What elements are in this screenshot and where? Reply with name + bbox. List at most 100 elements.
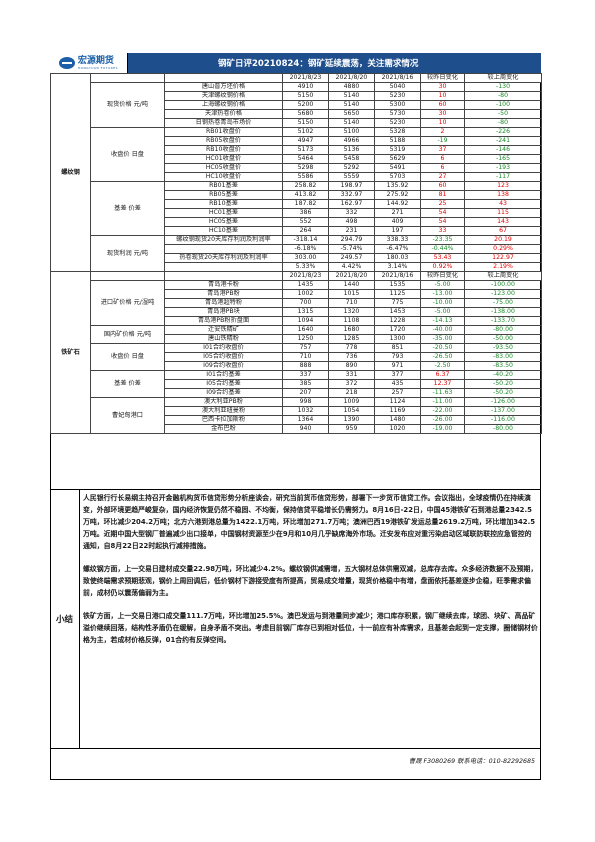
change-weekly-cell: -165 [464,154,542,164]
header-blank [164,73,283,83]
row-label: 金布巴粉 [164,424,283,434]
row-label: RB10收盘价 [164,145,283,155]
value-cell: 5328 [374,127,421,137]
category-label-iron_ore: 铁矿石 [50,271,91,434]
table-row: RB10基差 187.82 162.97 144.92 25 43 [51,199,542,209]
value-cell: 5292 [328,163,375,173]
value-cell: 1440 [328,280,375,290]
summary-label: 小结 [50,490,80,748]
change-daily-cell: -5.00 [420,280,465,290]
change-weekly-cell: 143 [464,217,542,227]
change-weekly-cell: -80.00 [464,325,542,335]
value-cell: 775 [374,298,421,308]
table-row: 进口矿价格 元/湿吨 青岛港卡粉 1435 1440 1535 -5.00 -100.00 [51,280,542,326]
change-weekly-cell: -83.50 [464,361,542,371]
table-row: 金布巴粉 940 959 1020 -19.00 -80.00 [51,424,542,434]
report-header: 宏源期货 HONGYUAN FUTURES 钢矿日评20210824：钢矿延续震… [50,53,541,73]
value-cell: 5491 [374,163,421,173]
value-cell: 180.03 [374,253,421,263]
value-cell: 940 [282,424,329,434]
change-daily-cell: -10.00 [420,298,465,308]
value-cell: 1640 [282,325,329,335]
value-cell: 1364 [282,415,329,425]
value-cell: 851 [374,343,421,353]
value-cell: 294.79 [328,235,375,245]
change-weekly-cell: -193 [464,163,542,173]
value-cell: 5140 [328,91,375,101]
change-weekly-cell: -80.00 [464,424,542,434]
row-label: RB05收盘价 [164,136,283,146]
value-cell: 971 [374,361,421,371]
change-weekly-cell: 67 [464,226,542,236]
row-label: HC05收盘价 [164,163,283,173]
column-header: 较上周变化 [464,271,542,281]
row-label: I09合约基差 [164,388,283,398]
value-cell: 386 [282,208,329,218]
value-cell: 4.42% [328,262,375,272]
change-daily-cell: 6.37 [420,370,465,380]
change-weekly-cell: -137.00 [464,406,542,416]
row-label: I01合约基差 [164,370,283,380]
row-label: I05合约基差 [164,379,283,389]
change-daily-cell: -26.00 [420,415,465,425]
report-title: 钢矿日评20210824：钢矿延续震荡，关注需求情况 [128,53,541,73]
row-label [164,244,283,254]
value-cell: 5150 [282,118,329,128]
value-cell: 1453 [374,307,421,317]
value-cell: 377 [374,370,421,380]
value-cell: 5650 [328,109,375,119]
change-daily-cell: -22.00 [420,406,465,416]
value-cell: 5559 [328,172,375,182]
value-cell: 435 [374,379,421,389]
table-row: 现货价格 元/吨 唐山普方坯价格 4910 4880 5040 30 -130 [51,82,542,128]
value-cell: 5100 [328,127,375,137]
value-cell: 275.92 [374,190,421,200]
value-cell: 413.82 [282,190,329,200]
row-label: HC01基差 [164,208,283,218]
summary-paragraph-rebar: 螺纹钢方面，上一交易日建材成交量22.98万吨，环比减少4.2%。螺纹钢供减需增… [83,565,538,597]
value-cell: 1390 [328,415,375,425]
row-label: 巴西卡拉加斯粉 [164,415,283,425]
value-cell: 736 [328,352,375,362]
change-daily-cell: 12.37 [420,379,465,389]
row-label: 青岛港卡粉 [164,280,283,290]
table-row: 收盘价 日盘 I01合约收盘价 757 778 851 -20.50 -93.50 [51,343,542,371]
value-cell: 552 [282,217,329,227]
value-cell: 710 [282,352,329,362]
table-row: 现货利润 元/吨 螺纹钢现货20天库存利润及利润率 -318.14 294.79 338… [51,235,542,272]
change-daily-cell: -5.00 [420,307,465,317]
value-cell: 5464 [282,154,329,164]
change-weekly-cell: -93.50 [464,343,542,353]
value-cell: 890 [328,361,375,371]
value-cell: 1020 [374,424,421,434]
row-label: I09合约收盘价 [164,361,283,371]
analyst-contact: 曹晟 F3080269 联系电话：010-82292685 [408,758,535,765]
table-row: 曹妃甸港口 澳大利亚PB粉 998 1009 1124 -11.00 -126.00 [51,397,542,434]
value-cell: 4910 [282,82,329,92]
row-label: RB01基差 [164,181,283,191]
change-weekly-cell: 43 [464,199,542,209]
group-label: 现货利润 元/吨 [90,235,165,272]
value-cell: 5102 [282,127,329,137]
value-cell: 5136 [328,145,375,155]
value-cell: 710 [328,298,375,308]
value-cell: 231 [328,226,375,236]
value-cell: 331 [328,370,375,380]
value-cell: 1054 [328,406,375,416]
group-label: 现货价格 元/吨 [90,82,165,128]
value-cell: 1285 [328,334,375,344]
value-cell: 1435 [282,280,329,290]
change-weekly-cell: -50 [464,109,542,119]
table-row: 日钢热卷青岛市场价 5150 5140 5230 10 -80 [51,118,542,128]
value-cell: 338.33 [374,235,421,245]
row-label: RB05基差 [164,190,283,200]
value-cell: -318.14 [282,235,329,245]
value-cell: 249.57 [328,253,375,263]
category-label-rebar: 螺纹钢 [50,73,91,272]
value-cell: 332 [328,208,375,218]
value-cell: 5188 [374,136,421,146]
row-label: I01合约收盘价 [164,343,283,353]
value-cell: 4966 [328,136,375,146]
value-cell: 4947 [282,136,329,146]
value-cell: 337 [282,370,329,380]
